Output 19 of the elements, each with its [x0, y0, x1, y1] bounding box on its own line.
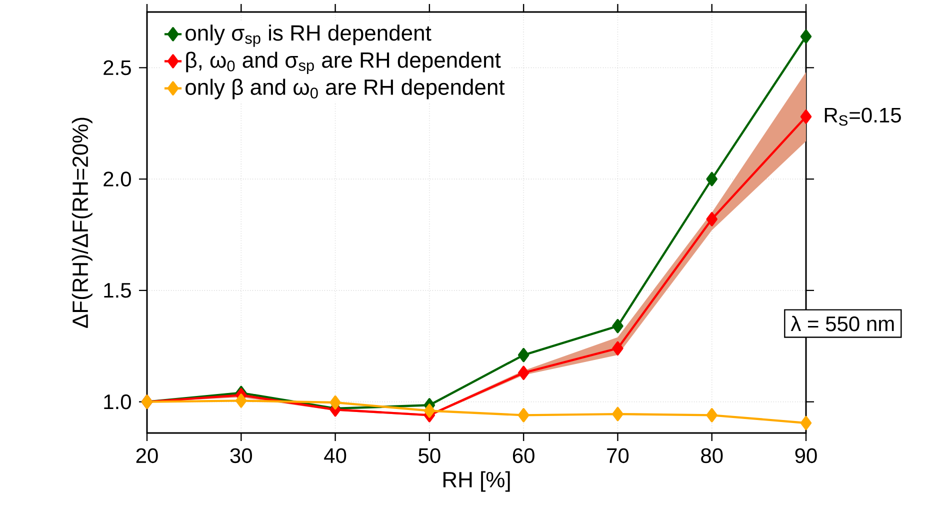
x-tick-label: 60 — [512, 448, 534, 464]
x-tick-label: 30 — [230, 448, 252, 464]
x-tick-label: 50 — [418, 448, 440, 464]
y-axis-title: ΔF(RH)/ΔF(RH=20%) — [72, 118, 92, 328]
legend-label: only σ$_{sp}$ is RH dependent — [186, 24, 432, 47]
annotation: λ = 550 nm — [790, 316, 894, 332]
legend-label: β, ω$_{0}$ and σ$_{sp}$ are RH dependent — [186, 52, 501, 74]
y-tick-label: 2.5 — [104, 60, 131, 76]
legend-label: only β and ω$_{0}$ are RH dependent — [186, 78, 505, 100]
x-tick-label: 40 — [324, 448, 346, 464]
y-tick-label: 2.0 — [104, 172, 131, 186]
x-tick-label: 80 — [701, 448, 723, 464]
x-tick-label: 90 — [795, 448, 817, 464]
x-tick-label: 20 — [136, 448, 158, 464]
y-tick-label: 1.0 — [104, 394, 131, 410]
x-tick-label: 70 — [607, 448, 629, 464]
annotation: R$_{S}$=0.15 — [824, 108, 901, 126]
y-tick-label: 1.5 — [104, 283, 131, 298]
x-axis-title: RH [%] — [443, 471, 510, 492]
